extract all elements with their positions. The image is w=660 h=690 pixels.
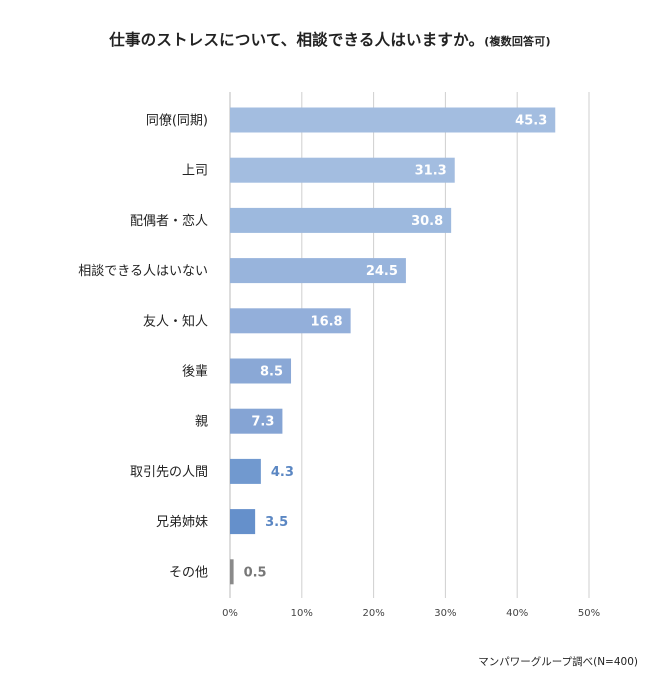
bar (230, 107, 556, 133)
data-label: 7.3 (251, 415, 274, 430)
data-label: 16.8 (311, 314, 343, 329)
category-label: 後輩 (182, 365, 208, 380)
bar (230, 258, 406, 284)
bar (230, 458, 261, 484)
data-label: 3.5 (265, 515, 288, 530)
data-label: 24.5 (366, 264, 398, 279)
bar (230, 358, 292, 384)
x-tick-label: 40% (506, 608, 528, 619)
category-label: その他 (169, 565, 208, 580)
bar (230, 207, 452, 233)
category-label: 取引先の人間 (130, 465, 208, 480)
category-label: 友人・知人 (143, 313, 208, 329)
category-label: 配偶者・恋人 (130, 213, 208, 229)
chart-title-main: 仕事のストレスについて、相談できる人はいますか。 (109, 31, 485, 49)
chart-title: 仕事のストレスについて、相談できる人はいますか。(複数回答可) (0, 28, 660, 50)
data-label: 8.5 (260, 365, 283, 380)
category-label: 兄弟姉妹 (156, 515, 208, 530)
bar (230, 308, 351, 334)
category-label: 相談できる人はいない (78, 263, 208, 279)
category-label: 上司 (182, 164, 208, 179)
data-label: 31.3 (415, 164, 447, 179)
x-tick-label: 10% (291, 608, 313, 619)
category-label: 親 (195, 415, 208, 430)
category-label: 同僚(同期) (146, 114, 208, 129)
chart-title-sub: (複数回答可) (484, 35, 551, 48)
bar (230, 408, 283, 434)
x-tick-label: 20% (362, 608, 384, 619)
data-label: 45.3 (515, 114, 547, 129)
bar (230, 157, 455, 183)
data-label: 4.3 (271, 465, 294, 480)
data-label: 30.8 (411, 214, 443, 229)
x-tick-label: 0% (222, 608, 238, 619)
data-label: 0.5 (244, 565, 267, 580)
bar (230, 509, 256, 535)
bar (230, 559, 234, 585)
x-tick-label: 50% (578, 608, 600, 619)
x-tick-label: 30% (434, 608, 456, 619)
source-note: マンパワーグループ調べ(N=400) (478, 656, 638, 668)
